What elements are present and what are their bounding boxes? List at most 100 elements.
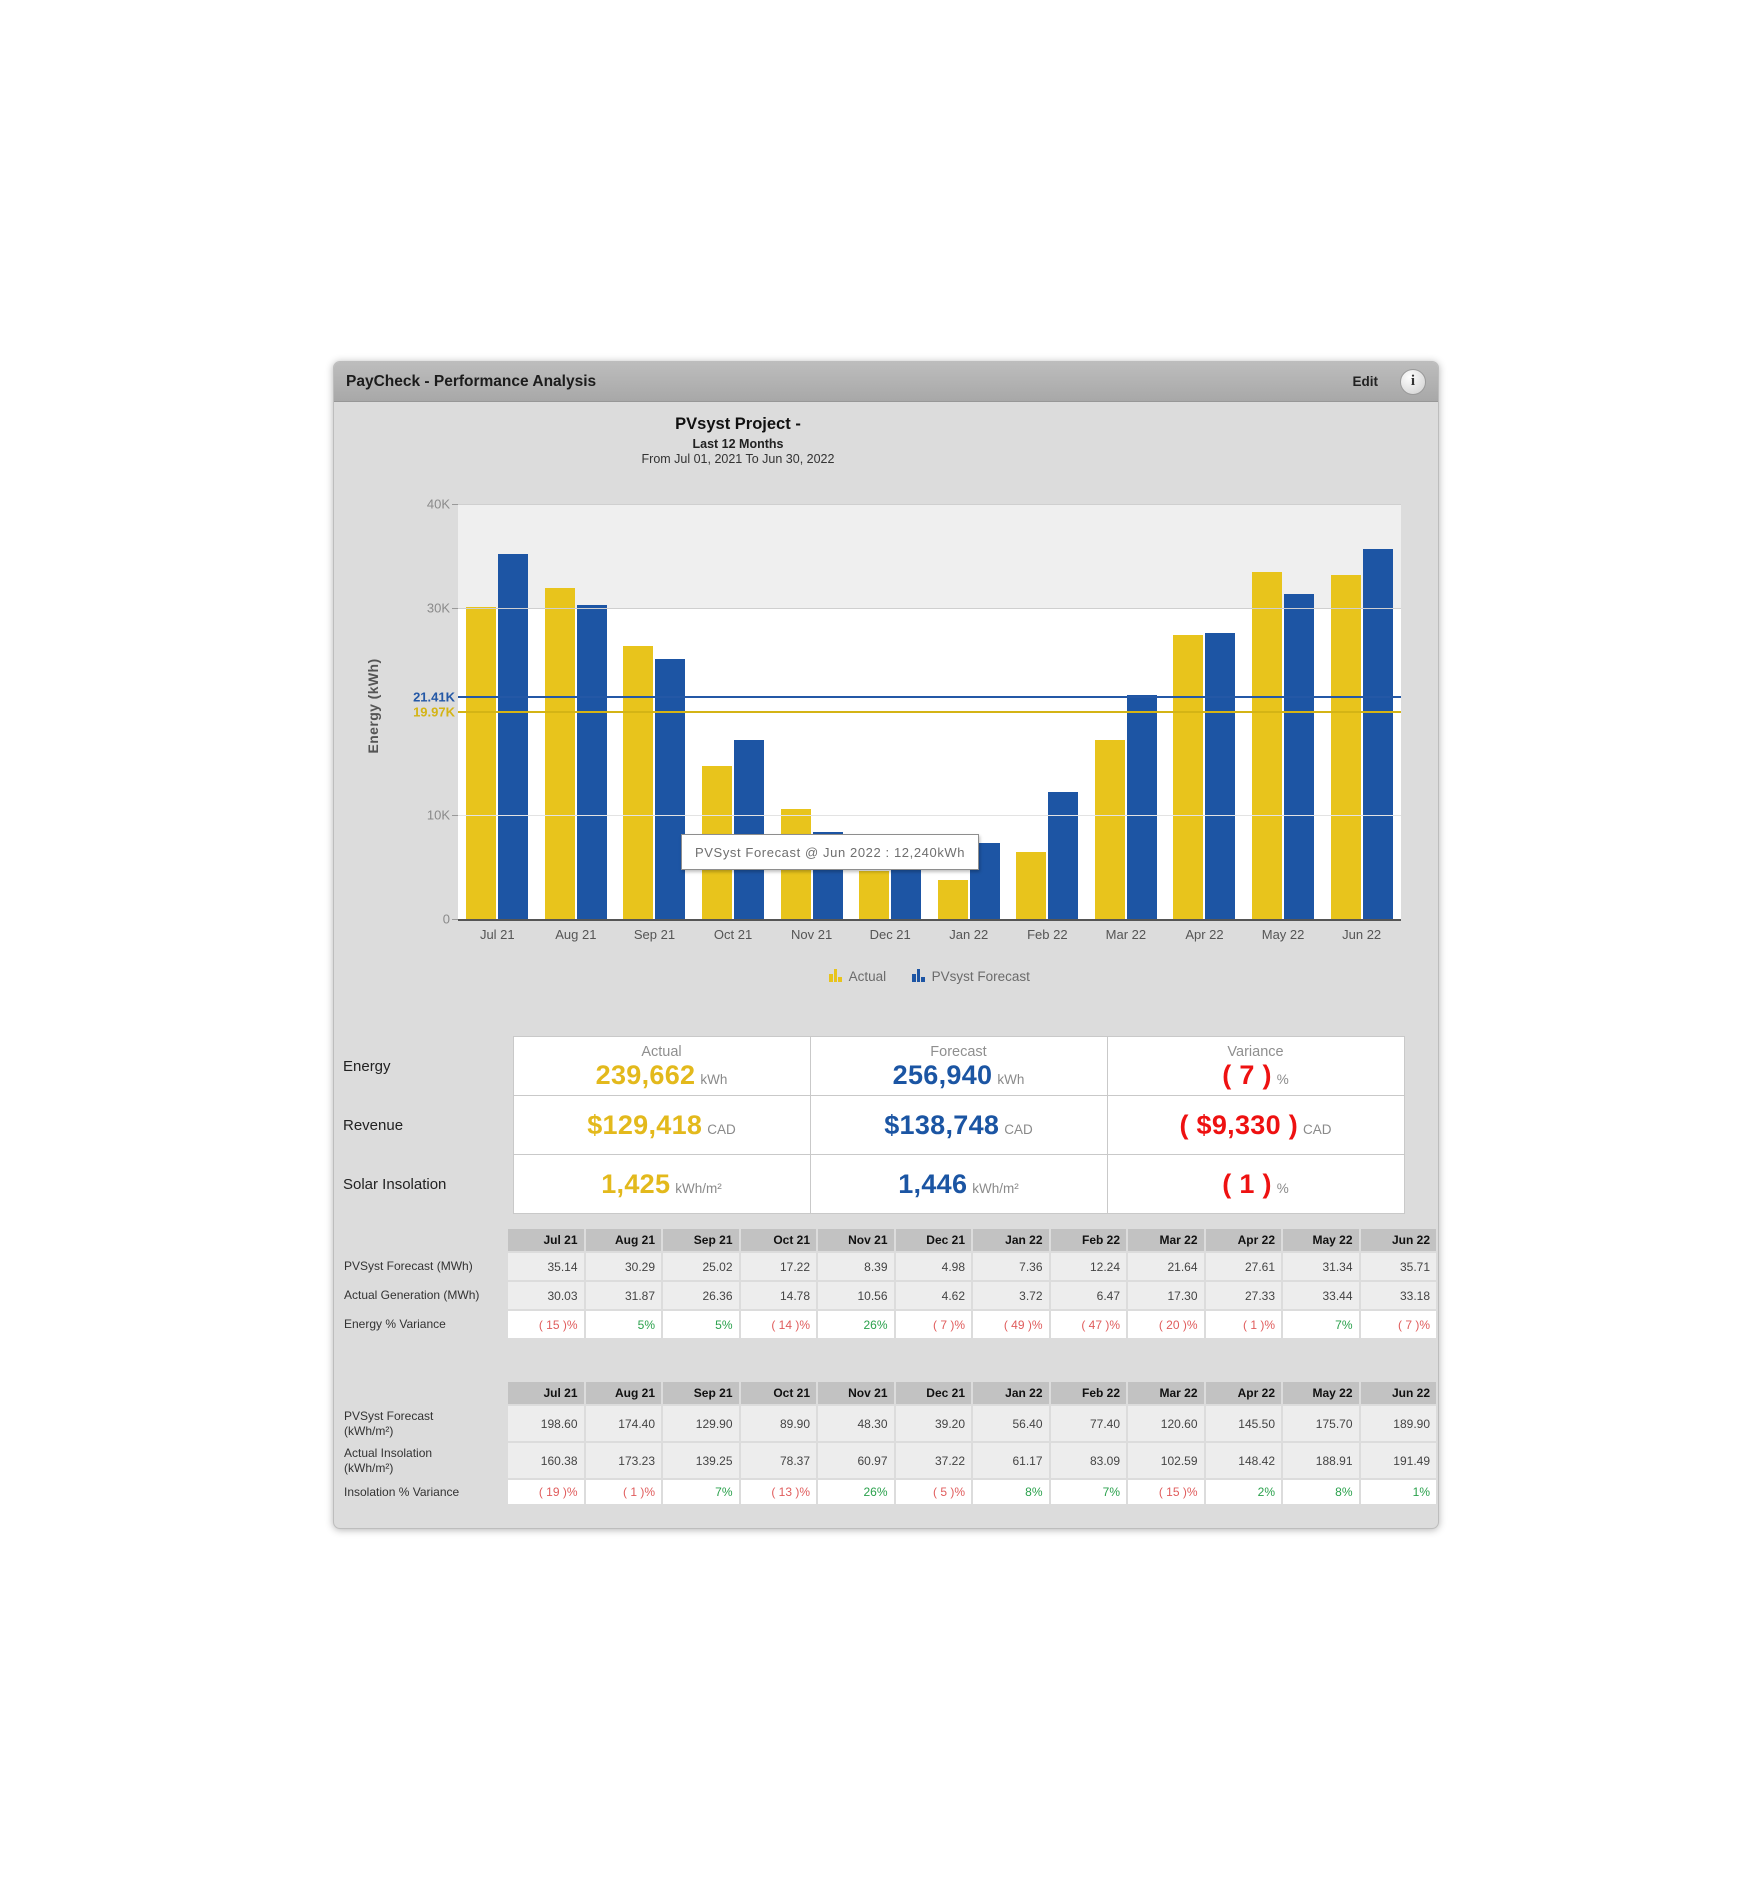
trendline-21.41k <box>458 695 1401 698</box>
table-row: Actual Insolation (kWh/m²) 160.38 173.23 139… <box>336 1443 1436 1478</box>
value-cell: 31.34 <box>1283 1253 1359 1280</box>
row-label: PVSyst Forecast (MWh) <box>344 1259 473 1274</box>
month-header-jan-22: Jan 22 <box>973 1382 1049 1404</box>
value-cell: 173.23 <box>585 1443 661 1478</box>
column-header: Forecast <box>930 1044 987 1060</box>
value-cell: 102.59 <box>1128 1443 1204 1478</box>
bar-actual-may-22[interactable] <box>1252 572 1283 919</box>
trendline-label: 21.41K <box>413 689 455 705</box>
chart-tooltip: PVSyst Forecast @ Jun 2022 : 12,240kWh <box>681 834 980 870</box>
variance-cell: 5% <box>585 1311 661 1338</box>
value: 256,940 <box>892 1060 993 1090</box>
y-tick-label: 10K <box>426 807 450 823</box>
bar-pvsyst-forecast-may-22[interactable] <box>1284 593 1315 919</box>
panel-titlebar: PayCheck - Performance Analysis Edit i <box>334 362 1438 402</box>
value-cell: 175.70 <box>1283 1406 1359 1441</box>
trendline-label: 19.97K <box>413 704 455 720</box>
summary-revenue-forecast: $138,748 CAD <box>809 1095 1108 1155</box>
value-cell: 17.22 <box>740 1253 816 1280</box>
month-header-jul-21: Jul 21 <box>508 1229 584 1251</box>
value-cell: 48.30 <box>818 1406 894 1441</box>
row-label: Actual Insolation (kWh/m²) <box>344 1446 433 1475</box>
bar-pvsyst-forecast-sep-21[interactable] <box>655 659 686 919</box>
actual-bars-icon <box>829 969 842 984</box>
tick-mark <box>452 815 458 817</box>
chart-plot: 40K 30K 10K 0 21.41K 19.97K PVSyst Forecast @ … <box>413 497 1401 927</box>
bar-group-apr-22 <box>1165 504 1244 919</box>
bar-pvsyst-forecast-feb-22[interactable] <box>1048 792 1079 919</box>
bar-series-container <box>458 504 1401 919</box>
gridline-30k <box>458 607 1401 609</box>
value-cell: 6.47 <box>1050 1282 1126 1309</box>
value-cell: 78.37 <box>740 1443 816 1478</box>
value-cell: 14.78 <box>740 1282 816 1309</box>
legend-label: Actual <box>848 969 887 984</box>
y-axis-title: Energy (kWh) <box>365 658 381 754</box>
bar-actual-apr-22[interactable] <box>1173 635 1204 919</box>
legend-item-pvsyst-forecast[interactable]: PVsyst Forecast <box>912 969 1030 984</box>
variance-cell: ( 15 )% <box>508 1311 584 1338</box>
bar-actual-jan-22[interactable] <box>937 880 968 919</box>
chart-title-block: PVsyst Project - Last 12 Months From Jul… <box>334 414 1142 468</box>
value-cell: 17.30 <box>1128 1282 1204 1309</box>
variance-cell: 7% <box>1283 1311 1359 1338</box>
x-axis-label-aug-21: Aug 21 <box>555 927 597 942</box>
value-cell: 83.09 <box>1050 1443 1126 1478</box>
bar-actual-aug-21[interactable] <box>544 588 575 919</box>
value: ( 7 ) <box>1222 1060 1272 1090</box>
edit-button[interactable]: Edit <box>1352 374 1379 389</box>
bar-group-jul-21 <box>458 504 537 919</box>
summary-revenue-actual: $129,418 CAD <box>512 1095 811 1155</box>
value-cell: 60.97 <box>818 1443 894 1478</box>
summary-insolation-variance: ( 1 )% <box>1106 1154 1405 1214</box>
month-header-dec-21: Dec 21 <box>895 1229 971 1251</box>
legend-item-actual[interactable]: Actual <box>829 969 886 984</box>
bar-pvsyst-forecast-jul-21[interactable] <box>498 554 529 919</box>
value-cell: 33.18 <box>1360 1282 1436 1309</box>
row-label-spacer <box>336 1382 506 1404</box>
tick-mark <box>452 607 458 609</box>
x-axis-label-feb-22: Feb 22 <box>1027 927 1068 942</box>
month-header-jun-22: Jun 22 <box>1360 1229 1436 1251</box>
x-axis-label-apr-22: Apr 22 <box>1185 927 1224 942</box>
bar-actual-mar-22[interactable] <box>1094 739 1125 919</box>
variance-cell: 7% <box>663 1480 739 1504</box>
tick-mark <box>452 919 458 920</box>
value: ( $9,330 ) <box>1179 1109 1299 1140</box>
bar-actual-jun-22[interactable] <box>1330 574 1361 919</box>
bar-actual-feb-22[interactable] <box>1016 851 1047 919</box>
value: ( 1 ) <box>1222 1168 1272 1199</box>
month-header-oct-21: Oct 21 <box>740 1229 816 1251</box>
bar-pvsyst-forecast-aug-21[interactable] <box>576 604 607 919</box>
forecast-bars-icon <box>912 969 925 984</box>
x-axis-label-sep-21: Sep 21 <box>633 927 676 942</box>
bar-actual-dec-21[interactable] <box>859 871 890 919</box>
variance-cell: 26% <box>818 1311 894 1338</box>
value-cell: 27.33 <box>1205 1282 1281 1309</box>
gridline-10k <box>458 815 1401 817</box>
variance-cell: ( 7 )% <box>1360 1311 1436 1338</box>
variance-cell: 7% <box>1050 1480 1126 1504</box>
month-header-jul-21: Jul 21 <box>508 1382 584 1404</box>
month-header-jan-22: Jan 22 <box>973 1229 1049 1251</box>
value-cell: 198.60 <box>508 1406 584 1441</box>
table-row: PVSyst Forecast (MWh) 35.14 30.29 25.02 17.2… <box>336 1253 1436 1280</box>
x-axis-label-jun-22: Jun 22 <box>1342 927 1382 942</box>
month-header-sep-21: Sep 21 <box>663 1382 739 1404</box>
table-row: Revenue $129,418 CAD $138,748 CAD ( $9,330… <box>334 1095 1405 1155</box>
table-row: Energy % Variance( 15 )% 5% 5%( 14 )% 26%( … <box>336 1311 1436 1338</box>
bar-pvsyst-forecast-mar-22[interactable] <box>1126 694 1157 919</box>
info-icon[interactable]: i <box>1400 368 1426 395</box>
value: 239,662 <box>595 1060 696 1090</box>
value-cell: 27.61 <box>1205 1253 1281 1280</box>
bar-pvsyst-forecast-apr-22[interactable] <box>1205 632 1236 919</box>
month-header-nov-21: Nov 21 <box>818 1229 894 1251</box>
bar-actual-jul-21[interactable] <box>466 607 497 919</box>
row-label: Insolation % Variance <box>344 1484 460 1499</box>
value-cell: 39.20 <box>895 1406 971 1441</box>
bar-actual-sep-21[interactable] <box>623 645 654 919</box>
bar-pvsyst-forecast-oct-21[interactable] <box>734 740 765 919</box>
tick-mark <box>452 504 458 505</box>
bar-pvsyst-forecast-dec-21[interactable] <box>891 867 922 919</box>
bar-pvsyst-forecast-jun-22[interactable] <box>1362 548 1393 919</box>
